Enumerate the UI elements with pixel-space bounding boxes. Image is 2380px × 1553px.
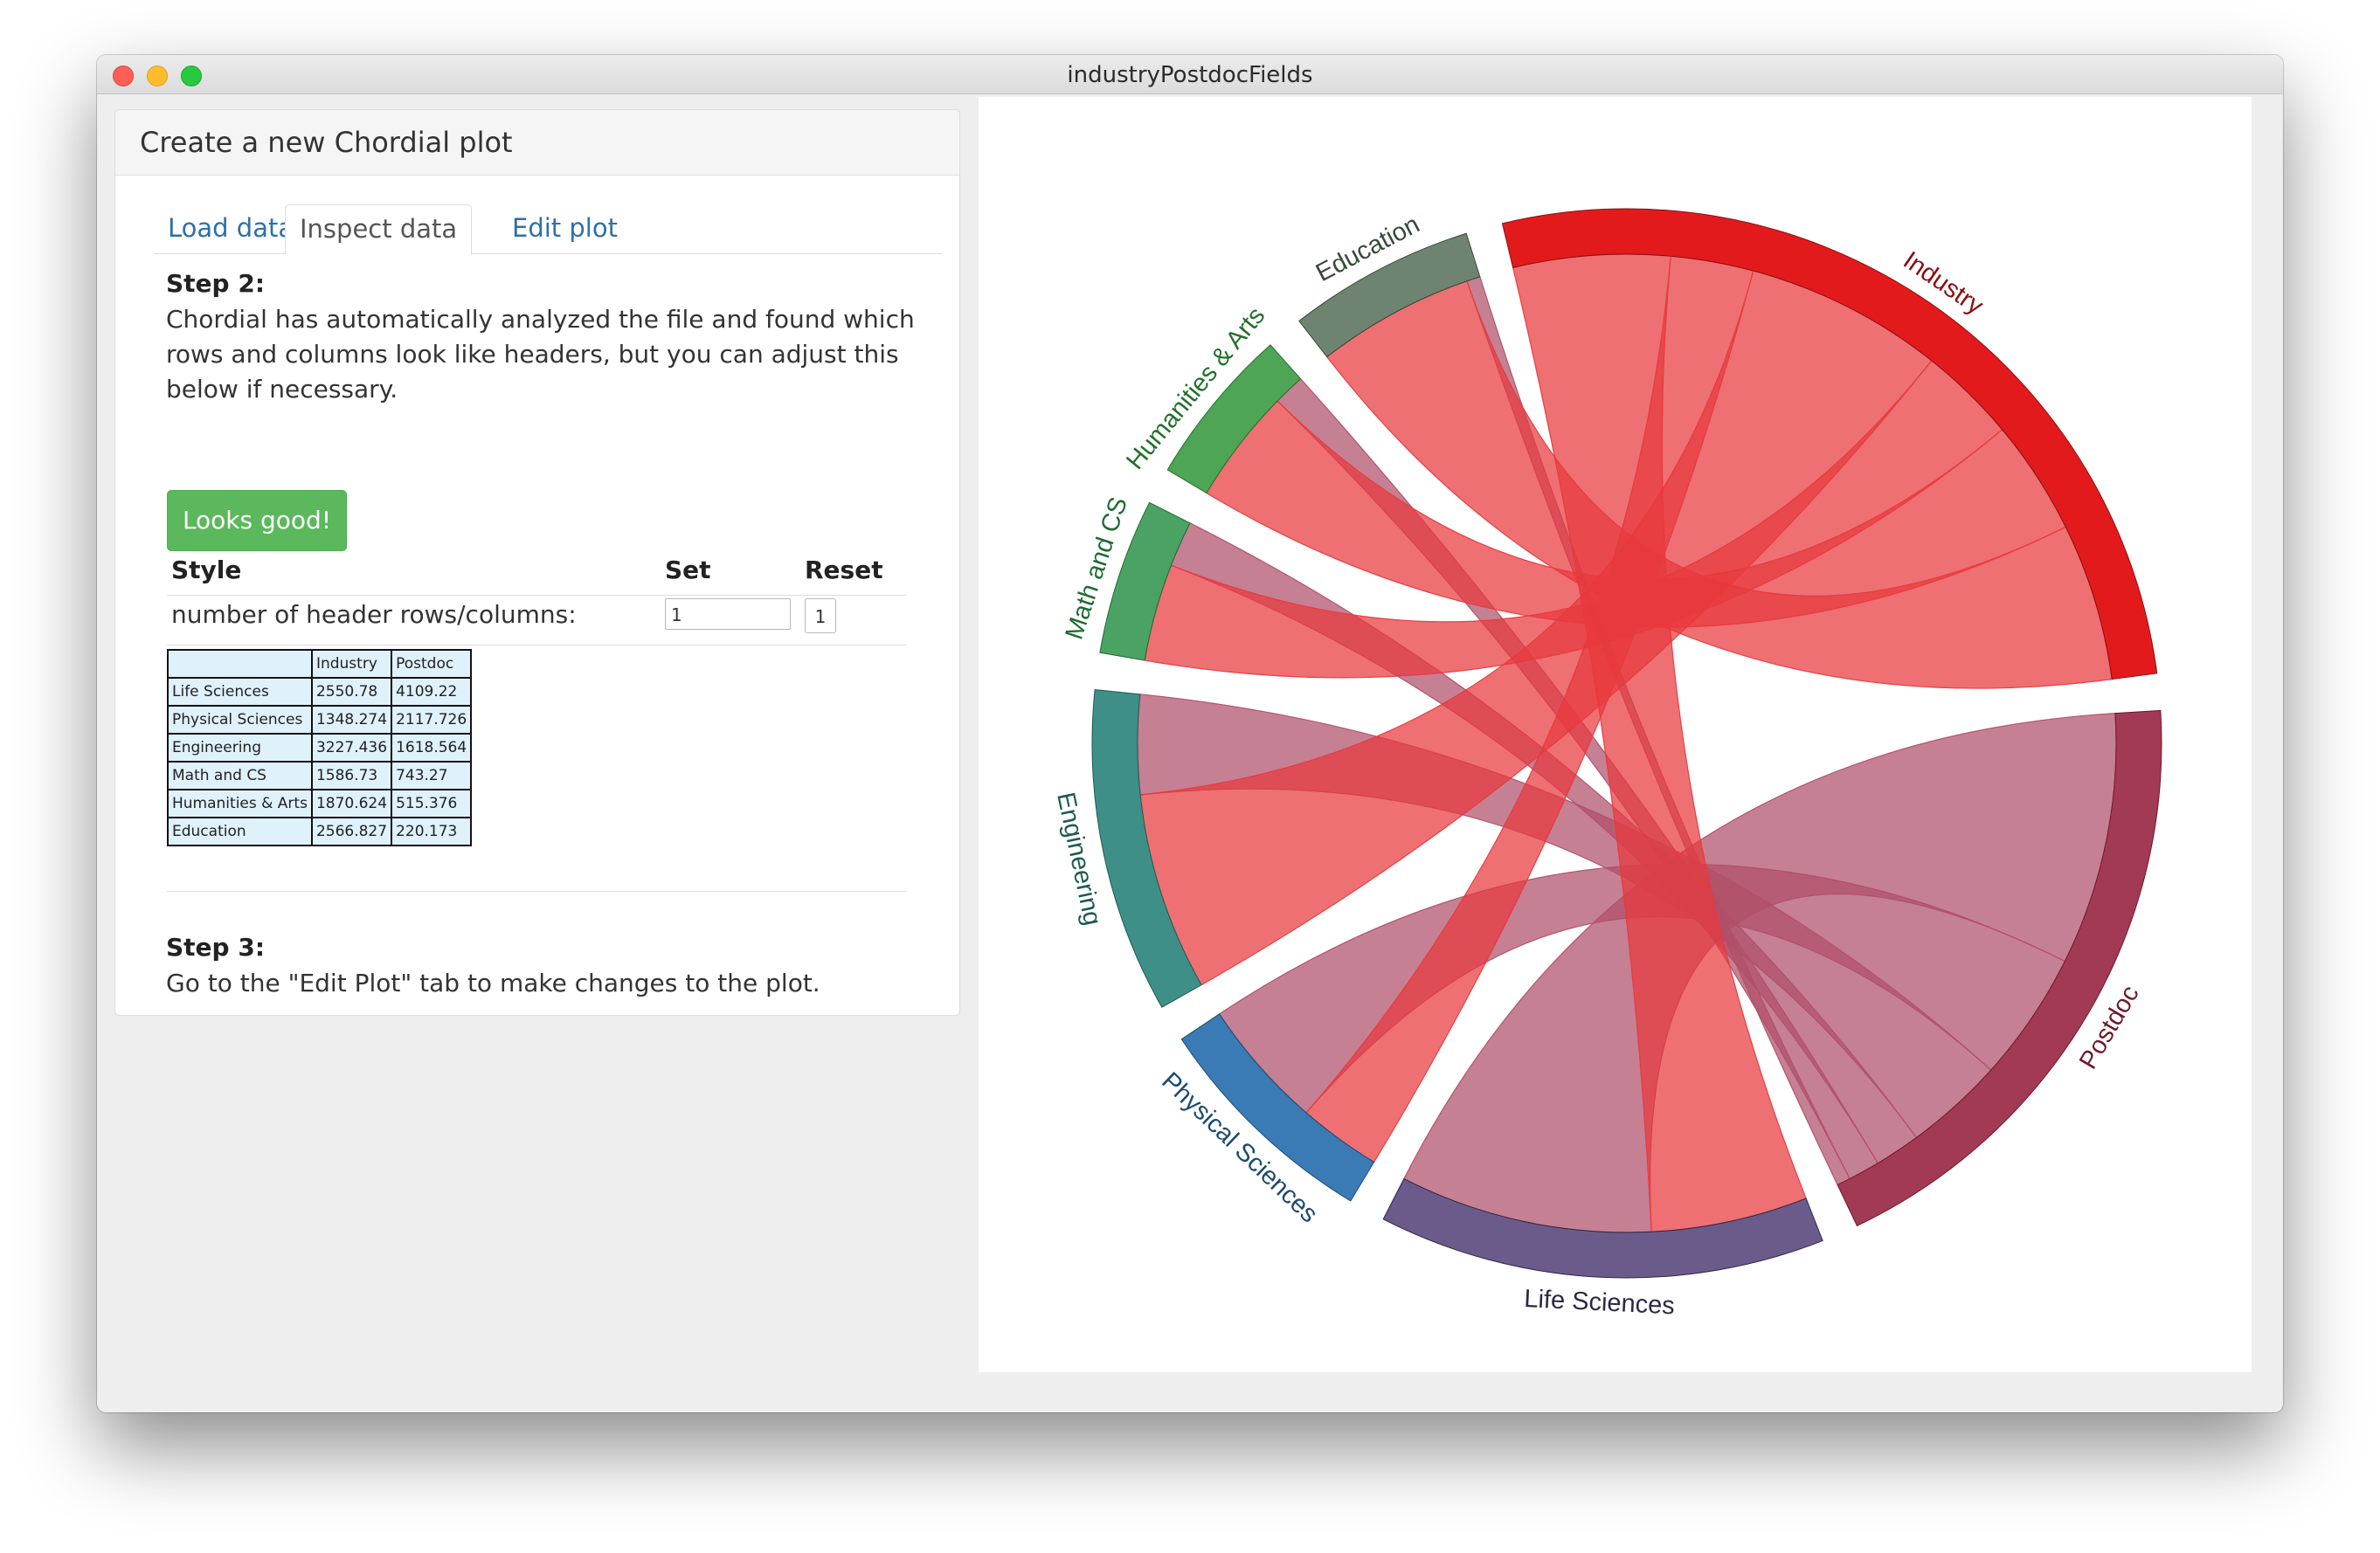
table-row: Life Sciences 2550.78 4109.22 — [167, 677, 473, 707]
app-window: industryPostdocFields Create a new Chord… — [97, 55, 2283, 1412]
table-row: Humanities & Arts 1870.624 515.376 — [167, 789, 473, 818]
chord-ribbons — [1137, 253, 2117, 1233]
table-cell: 743.27 — [391, 761, 473, 790]
group-arc-postdoc[interactable] — [1837, 709, 2162, 1227]
table-cell: Physical Sciences — [167, 705, 313, 735]
header-rows-reset-button[interactable]: 1 — [805, 598, 836, 633]
header-rows-input[interactable]: 1 — [665, 598, 791, 630]
group-arc-education[interactable] — [1298, 232, 1481, 358]
group-arc-engineering[interactable] — [1091, 689, 1202, 1008]
close-window-button[interactable] — [113, 66, 134, 86]
group-arc-math-and-cs[interactable] — [1099, 501, 1191, 661]
group-arc-physical-sciences[interactable] — [1180, 1013, 1375, 1202]
step3-text: Go to the "Edit Plot" tab to make change… — [166, 969, 820, 997]
table-cell: 1618.564 — [391, 733, 473, 763]
tab-load-data[interactable]: Load data — [168, 213, 294, 243]
settings-header-rule — [167, 595, 906, 596]
minimize-window-button[interactable] — [147, 66, 168, 86]
table-cell: 220.173 — [391, 817, 473, 846]
table-header-cell: Postdoc — [391, 649, 473, 679]
table-cell: 515.376 — [391, 789, 473, 818]
data-preview-table: Industry Postdoc Life Sciences 2550.78 4… — [167, 649, 473, 846]
table-cell: Life Sciences — [167, 677, 313, 707]
table-row: Education 2566.827 220.173 — [167, 817, 473, 846]
table-row: Engineering 3227.436 1618.564 — [167, 733, 473, 763]
table-header-cell — [167, 649, 313, 679]
table-header-row: Industry Postdoc — [167, 649, 473, 679]
table-cell: Education — [167, 817, 313, 846]
table-cell: Humanities & Arts — [167, 789, 313, 818]
maximize-window-button[interactable] — [181, 66, 202, 86]
group-arc-humanities-and-arts[interactable] — [1166, 344, 1302, 494]
step2-title: Step 2: — [166, 269, 266, 298]
step2-text: Chordial has automatically analyzed the … — [166, 305, 915, 404]
table-row: Math and CS 1586.73 743.27 — [167, 761, 473, 790]
table-cell: 2117.726 — [391, 705, 473, 735]
table-cell: 1870.624 — [310, 789, 393, 818]
group-label-life-sciences: Life Sciences — [1524, 1285, 1676, 1320]
table-header-cell: Industry — [310, 649, 393, 679]
table-cell: 2550.78 — [310, 677, 393, 707]
chord-plot-area: Industry Postdoc Life Sciences Physical Sci… — [979, 97, 2252, 1372]
section-divider — [167, 891, 906, 892]
looks-good-button[interactable]: Looks good! — [167, 490, 347, 551]
style-column-header: Style — [171, 556, 242, 584]
reset-column-header: Reset — [805, 556, 883, 584]
table-cell: 3227.436 — [310, 733, 393, 763]
header-rows-label: number of header rows/columns: — [171, 600, 577, 629]
panel-title: Create a new Chordial plot — [140, 126, 513, 159]
group-arc-industry[interactable] — [1501, 208, 2158, 680]
panel-header: Create a new Chordial plot — [115, 110, 959, 176]
table-cell: 4109.22 — [391, 677, 473, 707]
table-cell: Engineering — [167, 733, 313, 763]
table-cell: 1348.274 — [310, 705, 393, 735]
step3-title: Step 3: — [166, 933, 266, 962]
group-arc-life-sciences[interactable] — [1382, 1177, 1823, 1279]
table-cell: Math and CS — [167, 761, 313, 790]
ribbon-industry-education[interactable] — [1325, 280, 2113, 689]
create-plot-panel: Create a new Chordial plot Load data Ins… — [114, 109, 960, 1016]
set-column-header: Set — [665, 556, 711, 584]
title-bar: industryPostdocFields — [97, 55, 2283, 94]
tab-inspect-data[interactable]: Inspect data — [285, 204, 473, 255]
tab-bar: Load data Inspect data Edit plot — [154, 204, 942, 255]
table-cell: 2566.827 — [310, 817, 393, 846]
tab-edit-plot[interactable]: Edit plot — [512, 213, 618, 243]
window-title: industryPostdocFields — [1067, 62, 1313, 88]
table-cell: 1586.73 — [310, 761, 393, 790]
table-row: Physical Sciences 1348.274 2117.726 — [167, 705, 473, 735]
